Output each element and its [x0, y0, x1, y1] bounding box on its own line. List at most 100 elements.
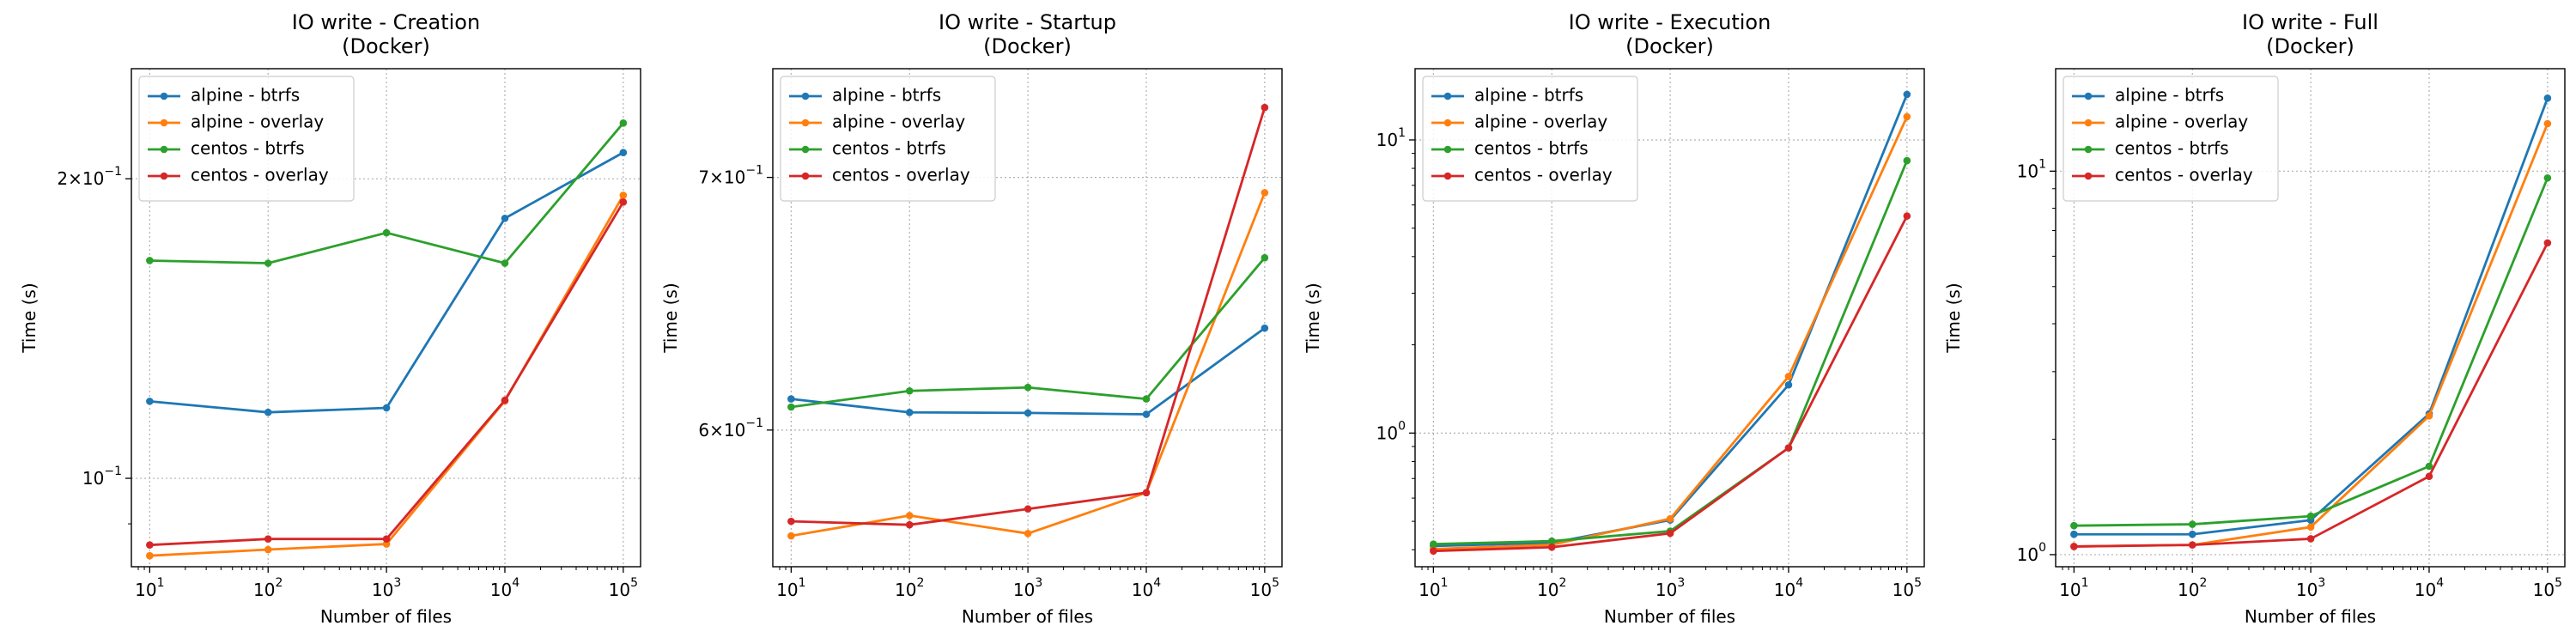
data-point-centos-btrfs — [2543, 173, 2552, 182]
x-tick-label: 103 — [372, 576, 401, 600]
data-point-alpine-overlay — [2543, 119, 2552, 128]
data-point-centos-overlay — [264, 535, 272, 544]
series-centos-overlay — [1430, 212, 1911, 555]
y-tick-label: 101 — [1376, 126, 1406, 150]
data-point-centos-btrfs — [1261, 253, 1269, 262]
data-point-alpine-overlay — [1666, 514, 1674, 523]
legend-marker-centos-overlay — [2084, 172, 2093, 180]
data-point-alpine-overlay — [146, 551, 154, 560]
data-point-centos-overlay — [787, 517, 795, 526]
data-point-centos-btrfs — [1903, 156, 1911, 165]
data-point-centos-btrfs — [146, 257, 154, 264]
x-tick-label: 102 — [2178, 576, 2207, 600]
legend-label-alpine-btrfs: alpine - btrfs — [832, 85, 941, 106]
data-point-centos-btrfs — [1547, 537, 1556, 545]
series-centos-btrfs — [787, 253, 1269, 411]
legend-marker-alpine-overlay — [160, 118, 168, 127]
x-tick-label: 104 — [490, 576, 519, 600]
x-tick-label: 101 — [135, 576, 164, 600]
data-point-alpine-btrfs — [619, 149, 628, 156]
y-tick-label: 10−1 — [82, 465, 122, 489]
data-point-alpine-overlay — [1261, 189, 1269, 197]
plot-frame — [2055, 68, 2566, 568]
data-point-alpine-overlay — [619, 191, 628, 199]
data-point-centos-overlay — [2306, 535, 2315, 543]
legend-label-alpine-btrfs: alpine - btrfs — [1474, 85, 1583, 106]
legend-label-centos-overlay: centos - overlay — [191, 165, 329, 185]
data-point-centos-overlay — [1903, 212, 1911, 220]
legend: alpine - btrfs alpine - overlay centos - b… — [1422, 76, 1638, 202]
data-point-centos-btrfs — [2425, 462, 2433, 471]
legend-label-alpine-overlay: alpine - overlay — [2115, 112, 2248, 132]
legend-marker-alpine-overlay — [2084, 118, 2093, 127]
legend: alpine - btrfs alpine - overlay centos - b… — [780, 76, 996, 202]
data-point-alpine-overlay — [264, 545, 272, 554]
legend-marker-alpine-btrfs — [801, 92, 810, 100]
x-tick-label: 105 — [1250, 576, 1279, 600]
legend-marker-alpine-btrfs — [160, 92, 168, 100]
legend-label-alpine-overlay: alpine - overlay — [832, 112, 965, 132]
chart-title: IO write - Startup (Docker) — [939, 10, 1116, 58]
legend-label-centos-btrfs: centos - btrfs — [832, 138, 946, 159]
series-centos-overlay — [787, 103, 1269, 529]
legend-label-alpine-btrfs: alpine - btrfs — [191, 85, 300, 106]
x-tick-label: 105 — [1893, 576, 1922, 600]
legend-label-alpine-btrfs: alpine - btrfs — [2115, 85, 2224, 106]
legend-marker-centos-btrfs — [2084, 145, 2093, 154]
legend: alpine - btrfs alpine - overlay centos - b… — [138, 76, 355, 202]
data-point-centos-overlay — [501, 396, 509, 404]
data-point-centos-overlay — [2543, 239, 2552, 247]
data-point-centos-overlay — [905, 520, 914, 529]
y-tick-label: 2×10−1 — [57, 165, 122, 189]
y-tick-label: 100 — [2017, 541, 2046, 565]
legend-marker-centos-overlay — [160, 172, 168, 180]
data-point-alpine-btrfs — [2543, 94, 2552, 102]
data-point-centos-overlay — [2188, 541, 2196, 549]
data-point-alpine-overlay — [1903, 112, 1911, 121]
data-point-centos-btrfs — [619, 119, 628, 127]
x-tick-label: 103 — [1013, 576, 1042, 600]
data-point-centos-overlay — [1547, 543, 1556, 551]
data-point-alpine-btrfs — [1784, 380, 1793, 389]
legend-label-alpine-overlay: alpine - overlay — [1474, 112, 1607, 132]
data-point-alpine-btrfs — [1024, 409, 1032, 417]
legend-marker-alpine-btrfs — [1443, 92, 1452, 100]
x-tick-label: 103 — [2296, 576, 2325, 600]
x-axis-label: Number of files — [962, 606, 1093, 627]
x-tick-label: 102 — [253, 576, 283, 600]
data-point-alpine-overlay — [1024, 530, 1032, 538]
data-point-centos-overlay — [2425, 472, 2433, 481]
legend-label-centos-btrfs: centos - btrfs — [1474, 138, 1589, 159]
y-tick-label: 7×10−1 — [698, 164, 763, 188]
data-point-centos-overlay — [1430, 547, 1437, 555]
data-point-centos-btrfs — [501, 259, 509, 267]
series-line-alpine-overlay — [791, 191, 1267, 538]
series-centos-overlay — [146, 198, 628, 550]
legend: alpine - btrfs alpine - overlay centos - b… — [2063, 76, 2279, 202]
x-tick-label: 104 — [1132, 576, 1161, 600]
x-tick-label: 101 — [1419, 576, 1448, 600]
data-point-centos-overlay — [1024, 505, 1032, 513]
legend-box — [138, 76, 355, 202]
data-point-alpine-overlay — [2306, 523, 2315, 532]
data-point-centos-btrfs — [2070, 521, 2078, 530]
data-point-alpine-btrfs — [1142, 410, 1151, 418]
legend-label-alpine-overlay: alpine - overlay — [191, 112, 324, 132]
data-point-alpine-btrfs — [787, 395, 795, 403]
plot-frame — [1414, 68, 1925, 568]
plot-frame — [131, 68, 641, 568]
data-point-alpine-overlay — [787, 532, 795, 540]
data-point-centos-btrfs — [1024, 383, 1032, 392]
y-axis-label: Time (s) — [19, 283, 39, 353]
x-tick-label: 104 — [2415, 576, 2444, 600]
data-point-alpine-btrfs — [146, 398, 154, 405]
x-axis-label: Number of files — [2245, 606, 2376, 627]
data-point-alpine-btrfs — [382, 404, 391, 412]
data-point-centos-btrfs — [1430, 540, 1437, 548]
data-point-centos-btrfs — [905, 386, 914, 395]
legend-label-centos-btrfs: centos - btrfs — [191, 138, 305, 159]
y-tick-label: 101 — [2017, 157, 2046, 181]
data-point-centos-btrfs — [2306, 512, 2315, 520]
data-point-centos-btrfs — [382, 228, 391, 237]
